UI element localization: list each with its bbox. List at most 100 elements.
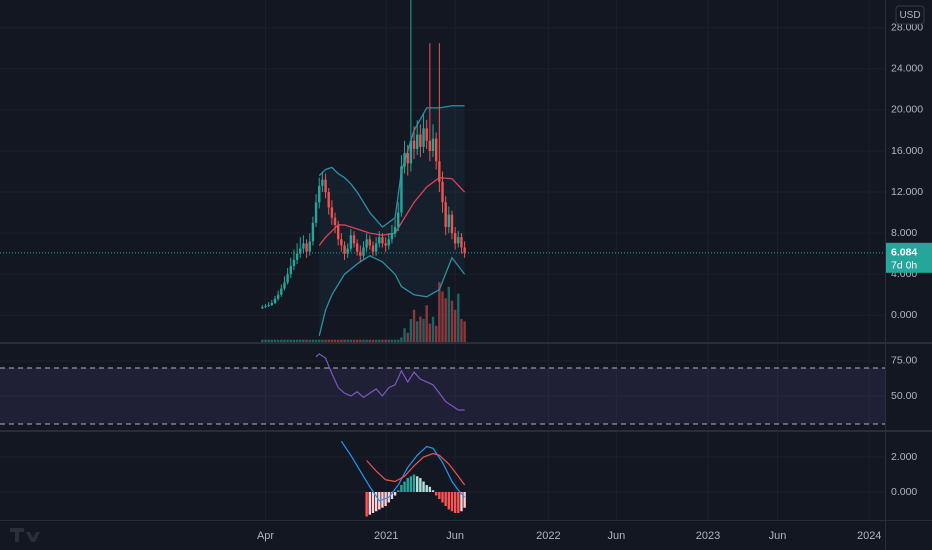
volume-bar — [441, 291, 444, 342]
volume-bar — [453, 309, 457, 342]
histogram-bar — [416, 476, 419, 493]
volume-bar — [308, 339, 311, 342]
x-tick-label: Apr — [257, 530, 274, 542]
histogram-bar — [434, 492, 438, 496]
volume-bar — [264, 339, 267, 342]
volume-bar — [447, 286, 451, 342]
candle-body — [463, 247, 466, 253]
volume-bar — [419, 316, 422, 342]
candle-body — [302, 243, 305, 249]
histogram-bar — [447, 492, 451, 510]
histogram-bar — [457, 492, 460, 514]
volume-bar — [346, 339, 349, 342]
volume-bar — [409, 319, 413, 342]
candle-body — [286, 274, 289, 283]
axis-layer: Apr 2021 Jun 2022 Jun 2023 Jun 20240.0004.0008.… — [257, 22, 932, 542]
volume-bar — [378, 339, 381, 342]
volume-bar — [434, 325, 438, 342]
candle-body — [340, 239, 343, 246]
histogram-bar — [412, 474, 416, 493]
histogram-bar — [441, 492, 444, 503]
volume-bar — [412, 309, 416, 342]
volume-bar — [431, 316, 435, 342]
volume-bar — [273, 339, 277, 342]
candle-body — [311, 222, 315, 242]
candle-body — [273, 298, 277, 303]
candle-body — [434, 138, 438, 162]
histogram-bar — [397, 490, 400, 493]
volume-bar — [349, 339, 353, 342]
volume-bar — [425, 305, 428, 342]
volume-bar — [343, 339, 346, 342]
candle-body — [419, 134, 422, 147]
candle-body — [403, 153, 406, 167]
y-tick-label: 24.000 — [891, 63, 923, 75]
histogram-bar — [409, 476, 413, 493]
rsi-pane — [0, 353, 885, 425]
logo — [10, 528, 40, 542]
candle-body — [393, 226, 397, 234]
volume-bar — [368, 339, 372, 342]
level-band — [0, 367, 885, 424]
candle-body — [264, 306, 267, 308]
volume-bar — [390, 339, 394, 342]
histogram-bar — [444, 492, 447, 507]
candle-body — [374, 243, 378, 252]
x-tick-label: 2022 — [536, 530, 560, 542]
candle-body — [333, 217, 337, 225]
candle-body — [444, 202, 447, 227]
candle-body — [441, 181, 444, 203]
y-tick-label: 20.000 — [891, 104, 923, 116]
histogram-bar — [463, 492, 466, 508]
candle-body — [336, 224, 340, 240]
candle-body — [359, 251, 362, 256]
y-tick-label: 16.000 — [891, 145, 923, 157]
histogram-bar — [371, 492, 375, 514]
volume-bar — [403, 328, 406, 342]
volume-bar — [314, 339, 318, 342]
volume-bar — [295, 339, 299, 342]
volume-bar — [340, 339, 343, 342]
volume-bar — [318, 339, 321, 342]
candle-body — [390, 233, 394, 240]
macd-pane — [340, 440, 466, 517]
candle-body — [425, 128, 428, 141]
candle-body — [283, 282, 286, 289]
candle-body — [318, 185, 321, 203]
x-tick-label: Jun — [446, 530, 464, 542]
volume-bar — [463, 321, 466, 342]
candle-body — [371, 245, 375, 252]
candle-body — [457, 237, 460, 244]
volume-bar — [400, 337, 403, 342]
candle-body — [355, 243, 359, 252]
histogram-bar — [422, 481, 425, 493]
histogram-bar — [368, 492, 372, 515]
signal-line — [366, 452, 466, 486]
candle-body — [438, 161, 441, 182]
volume-bar — [330, 339, 334, 342]
logo-mark — [10, 528, 40, 542]
x-tick-label: Jun — [607, 530, 625, 542]
candle-body — [368, 239, 372, 246]
x-tick-label: Jun — [769, 530, 787, 542]
macd-line — [340, 440, 466, 502]
currency-box[interactable] — [895, 5, 925, 25]
volume-bar — [321, 339, 324, 342]
volume-bar — [384, 339, 387, 342]
volume-bar — [336, 339, 340, 342]
y-tick-label: 75.00 — [891, 355, 917, 367]
y-tick-label: 0.000 — [891, 486, 917, 498]
volume-bar — [333, 339, 337, 342]
volume-bar — [428, 323, 432, 342]
histogram-bar — [365, 492, 368, 517]
candle-body — [431, 138, 435, 151]
volume-bar — [450, 300, 454, 342]
candle-body — [447, 214, 451, 227]
volume-bar — [444, 298, 447, 342]
volume-bar — [280, 339, 283, 342]
histogram-bar — [406, 478, 409, 493]
volume-bar — [422, 319, 425, 342]
candle-body — [324, 179, 327, 193]
